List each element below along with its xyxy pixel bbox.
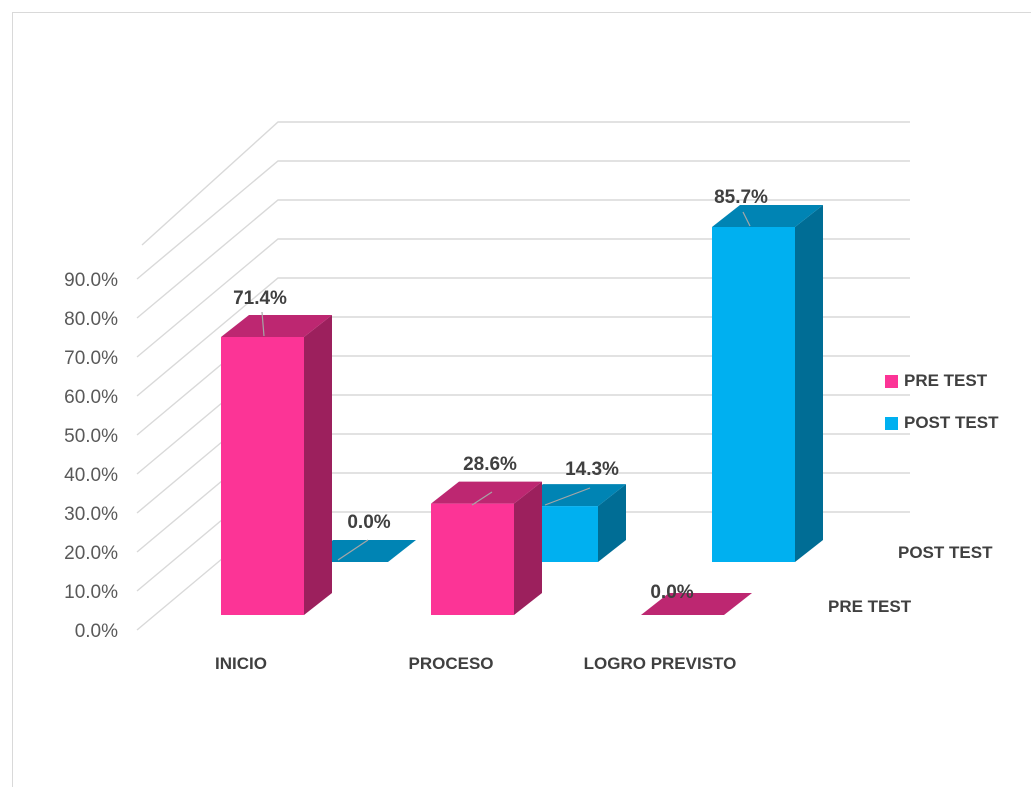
bar-side [304, 315, 332, 615]
y-tick-label: 50.0% [64, 426, 118, 447]
bar-top [305, 540, 416, 562]
data-label-pre-logro: 0.0% [650, 582, 693, 603]
legend: PRE TEST POST TEST [885, 368, 998, 452]
y-tick-label: 80.0% [64, 309, 118, 330]
leader-line [261, 311, 265, 337]
depth-label-pre-test: PRE TEST [828, 597, 912, 616]
data-label-post-inicio: 0.0% [347, 512, 390, 533]
depth-label-post-test: POST TEST [898, 543, 993, 562]
bar-post-test [712, 205, 823, 562]
y-tick-label: 30.0% [64, 504, 118, 525]
bar-pre-test [431, 481, 542, 615]
category-label: LOGRO PREVISTO [584, 654, 737, 673]
data-label-pre-proceso: 28.6% [463, 454, 517, 475]
gridline [136, 277, 910, 397]
bar-top [431, 481, 542, 504]
bar-side [514, 481, 542, 615]
bar-front [712, 227, 795, 562]
bar-top [221, 315, 332, 337]
data-label-post-logro: 85.7% [714, 187, 768, 208]
bar-side [795, 205, 823, 562]
leader-line [544, 487, 591, 506]
chart-frame [12, 12, 1031, 787]
bar-front [431, 503, 514, 615]
bar-top [641, 593, 752, 615]
data-labels: 71.4% 28.6% 0.0% 0.0% 14.3% 85.7% [233, 187, 768, 603]
category-label: PROCESO [408, 654, 493, 673]
category-labels: INICIO PROCESO LOGRO PREVISTO [215, 654, 736, 673]
leader-line [337, 539, 369, 561]
y-tick-label: 40.0% [64, 465, 118, 486]
y-axis-ticks: 0.0% 10.0% 20.0% 30.0% 40.0% 50.0% 60.0% 70.0% 8… [64, 270, 118, 642]
bar-side [598, 484, 626, 562]
gridline [136, 238, 910, 358]
legend-label-pre-test: PRE TEST [904, 371, 988, 390]
bar-post-test [305, 540, 416, 562]
y-tick-label: 0.0% [75, 621, 118, 642]
y-tick-label: 10.0% [64, 582, 118, 603]
y-tick-label: 20.0% [64, 543, 118, 564]
legend-swatch-pre-test [885, 374, 898, 388]
category-label: INICIO [215, 654, 267, 673]
gridline [141, 121, 910, 246]
data-label-pre-inicio: 71.4% [233, 288, 287, 309]
legend-label-post-test: POST TEST [904, 413, 999, 432]
leader-line [742, 211, 751, 227]
y-tick-label: 90.0% [64, 270, 118, 291]
bar-front [221, 337, 304, 615]
bar-pre-test [641, 593, 752, 615]
y-tick-label: 60.0% [64, 387, 118, 408]
data-label-post-proceso: 14.3% [565, 459, 619, 480]
bars [221, 205, 823, 615]
gridline [136, 199, 910, 319]
legend-swatch-post-test [885, 416, 898, 430]
bar-pre-test [221, 315, 332, 615]
leader-line [471, 491, 493, 506]
gridline [136, 160, 910, 280]
legend-item-post-test: POST TEST [885, 410, 998, 436]
bar-top [712, 205, 823, 227]
y-tick-label: 70.0% [64, 348, 118, 369]
legend-item-pre-test: PRE TEST [885, 368, 998, 394]
